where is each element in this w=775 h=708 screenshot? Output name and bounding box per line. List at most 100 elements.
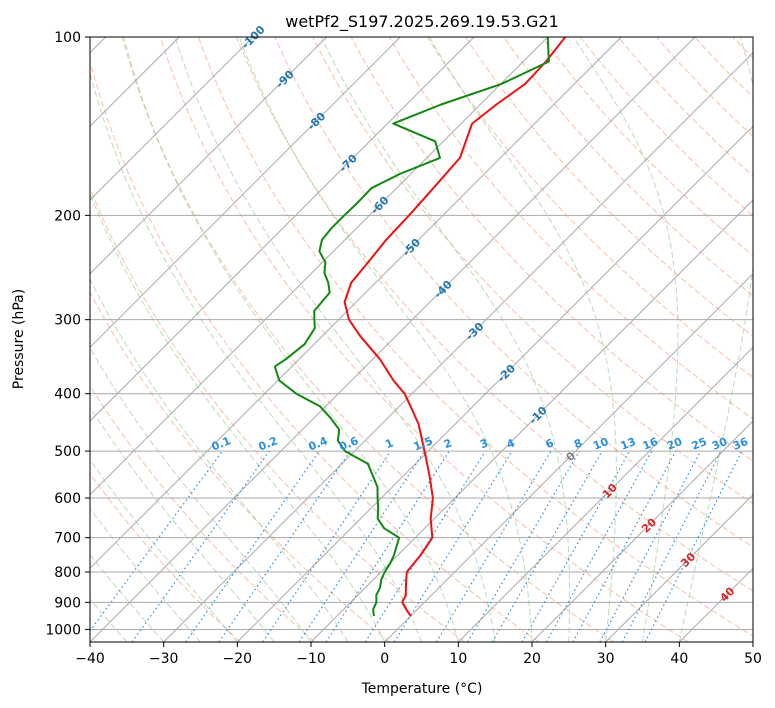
dry-adiabat	[90, 472, 241, 642]
dry-adiabat	[121, 37, 614, 642]
x-axis-label: Temperature (°C)	[361, 681, 483, 697]
mixing-ratio-label: 3	[478, 436, 490, 451]
x-tick-label: 40	[670, 651, 688, 667]
moist-adiabat	[320, 37, 571, 642]
moist-adiabat	[90, 192, 386, 642]
dry-adiabat	[465, 37, 753, 337]
isotherm-line	[163, 51, 753, 642]
y-tick-label: 100	[54, 30, 81, 46]
moist-adiabat	[678, 37, 753, 642]
x-tick-label: 0	[380, 651, 389, 667]
isotherm-line	[90, 37, 622, 570]
y-tick-label: 700	[54, 531, 81, 547]
isotherm-line	[678, 567, 753, 642]
dry-adiabat	[198, 37, 753, 637]
mixing-ratio-line	[466, 450, 580, 642]
dry-adiabat	[579, 37, 753, 217]
mixing-ratio-label: 25	[690, 435, 709, 453]
moist-adiabat	[90, 507, 201, 642]
mixing-ratio-line	[218, 450, 351, 642]
mixing-ratio-line	[393, 450, 513, 642]
mixing-ratio-label: 1	[383, 436, 395, 451]
y-tick-label: 400	[54, 387, 81, 403]
dry-adiabat	[274, 37, 753, 548]
dry-adiabat	[694, 37, 753, 98]
isotherm-line	[90, 37, 549, 496]
moist-adiabat	[90, 278, 349, 642]
dry-adiabat	[312, 37, 753, 505]
isopleth-labels: 0.1 0.2 0.4 0.6 1 1.5 2 3 4 6 8 10 13 16 20 25 30 36-100-…	[210, 23, 751, 605]
dry-adiabat	[90, 59, 540, 642]
mixing-ratio-label: 4	[505, 436, 517, 451]
isotherm-line	[531, 420, 753, 642]
moist-adiabat	[90, 553, 165, 642]
mixing-ratio-label: 30	[710, 435, 729, 453]
x-tick-label: −40	[75, 651, 105, 667]
x-tick-label: −10	[296, 651, 326, 667]
mixing-ratio-line	[621, 450, 722, 642]
y-axis-label: Pressure (hPa)	[11, 289, 27, 389]
mixing-ratio-label: 13	[619, 435, 638, 453]
mixing-ratio-line	[644, 450, 743, 642]
moist-adiabat	[428, 37, 617, 642]
y-tick-label: 600	[54, 491, 81, 507]
x-axis: −40 −30 −20 −10 0 10 20 30 40 50	[75, 642, 762, 667]
y-tick-label: 500	[54, 444, 81, 460]
dry-adiabat	[159, 37, 689, 642]
x-tick-label: 50	[744, 651, 762, 667]
temperature-profile	[343, 37, 567, 617]
dry-adiabat	[350, 37, 753, 462]
plot-frame	[89, 36, 754, 643]
isotherm-line	[310, 199, 753, 642]
mixing-ratio-line	[572, 450, 677, 642]
dry-adiabat	[771, 37, 775, 642]
isotherm-line	[90, 37, 475, 422]
moist-adiabat	[90, 347, 312, 642]
x-tick-label: 30	[597, 651, 615, 667]
moist-adiabat	[90, 459, 238, 642]
dry-adiabat	[388, 37, 753, 420]
dry-adiabat	[90, 291, 390, 642]
x-tick-label: 20	[523, 651, 541, 667]
mixing-ratio-line	[325, 450, 450, 642]
chart-title: wetPf2_S197.2025.269.19.53.G21	[285, 12, 559, 32]
y-tick-label: 1000	[45, 622, 81, 638]
dry-adiabat	[732, 37, 753, 59]
y-tick-label: 300	[54, 313, 81, 329]
profiles	[273, 37, 567, 617]
isotherm-line	[457, 346, 753, 642]
x-tick-label: −30	[149, 651, 179, 667]
mixing-ratio-line	[185, 450, 320, 642]
isotherm-line	[605, 493, 753, 642]
mixing-ratio-line	[298, 450, 425, 642]
isotherm-line	[752, 641, 753, 642]
y-tick-label: 900	[54, 595, 81, 611]
mixing-ratio-line	[545, 450, 653, 642]
isotherm-line	[384, 272, 753, 642]
dry-adiabat	[426, 37, 753, 378]
moist-adiabat	[174, 37, 496, 642]
mixing-ratio-line	[435, 450, 552, 642]
moist-adiabat	[90, 406, 275, 642]
mixing-ratio-label: 2	[442, 436, 454, 451]
moist-adiabat	[238, 37, 533, 642]
mixing-ratio-label: 10	[591, 435, 610, 453]
isotherm-line	[236, 125, 753, 642]
dry-adiabat	[90, 384, 316, 642]
x-tick-label: 10	[449, 651, 467, 667]
isotherm-line	[90, 37, 401, 349]
mixing-ratio-label: 20	[665, 435, 684, 453]
y-tick-label: 200	[54, 208, 81, 224]
isotherm-line	[90, 37, 254, 201]
mixing-ratio-label: 36	[731, 435, 750, 453]
isotherm-line	[90, 37, 328, 275]
mixing-ratio-line	[131, 450, 270, 642]
isotherm-line	[90, 37, 696, 642]
background-lines	[90, 37, 775, 642]
mixing-ratio-label: 8	[572, 436, 584, 451]
dry-adiabat	[90, 186, 465, 642]
isotherm-label: -70	[337, 152, 360, 175]
mixing-ratio-line	[491, 450, 603, 642]
y-tick-label: 800	[54, 565, 81, 581]
